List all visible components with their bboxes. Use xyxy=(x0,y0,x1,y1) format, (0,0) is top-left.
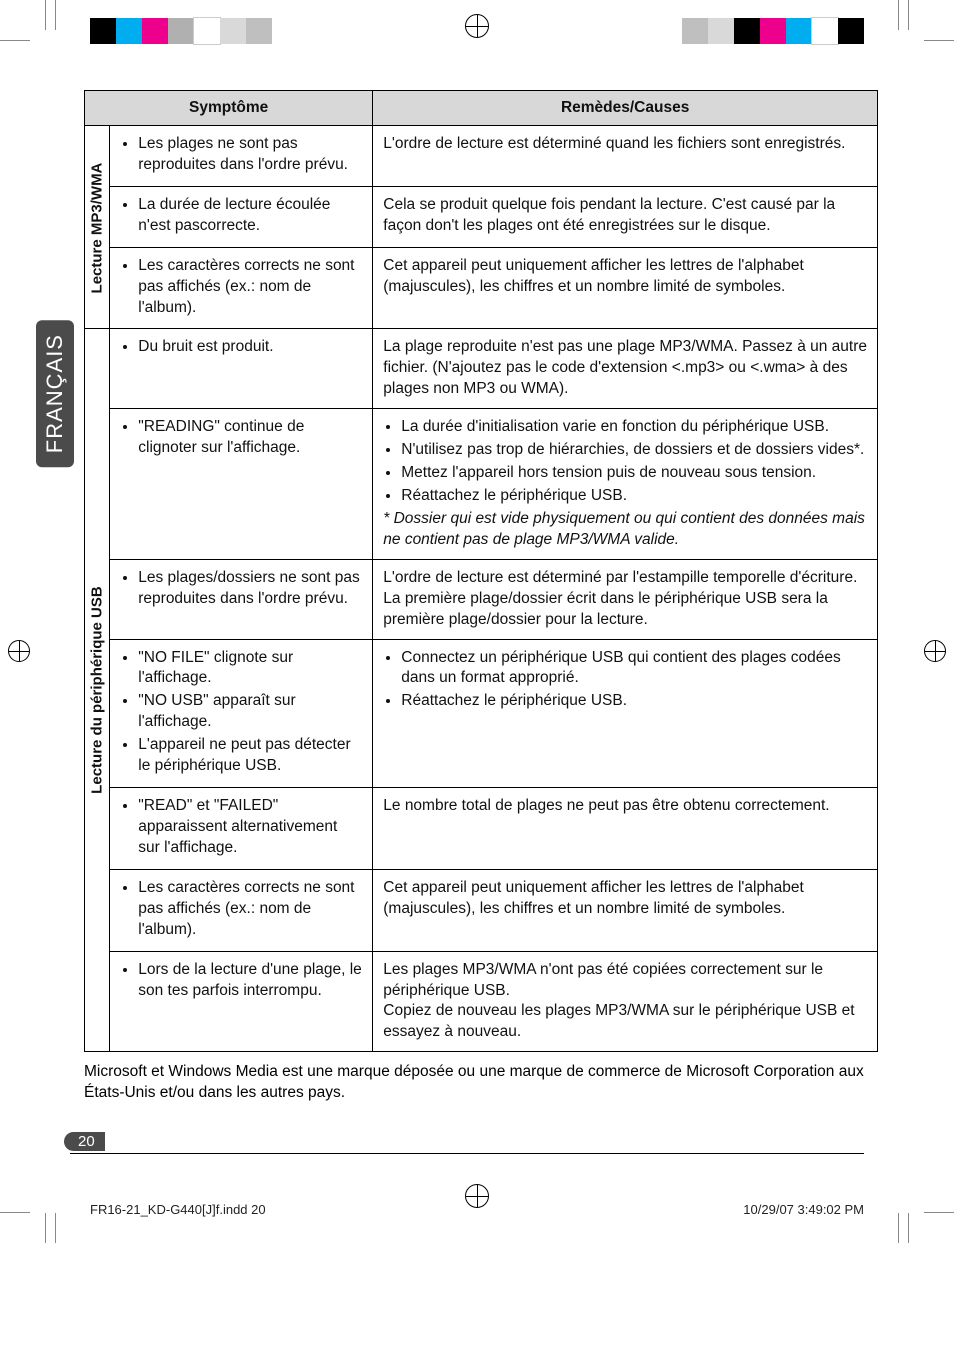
symptom-cell: La durée de lecture écoulée n'est pascor… xyxy=(110,186,373,247)
remedy-cell: Cela se produit quelque fois pendant la … xyxy=(373,186,878,247)
trademark-footnote: Microsoft et Windows Media est une marqu… xyxy=(84,1062,864,1104)
page-number: 20 xyxy=(64,1132,105,1151)
remedy-item: Réattachez le périphérique USB. xyxy=(401,486,867,507)
symptom-text: Les caractères corrects ne sont pas affi… xyxy=(138,256,362,319)
symptom-cell: Lors de la lecture d'une plage, le son t… xyxy=(110,951,373,1052)
symptom-text: Les plages/dossiers ne sont pas reprodui… xyxy=(138,568,362,610)
remedy-cell: La durée d'initialisation varie en fonct… xyxy=(373,409,878,560)
symptom-text: "NO USB" apparaît sur l'affichage. xyxy=(138,691,362,733)
symptom-text: "NO FILE" clignote sur l'affichage. xyxy=(138,648,362,690)
symptom-cell: Les caractères corrects ne sont pas affi… xyxy=(110,869,373,951)
remedy-cell: L'ordre de lecture est déterminé quand l… xyxy=(373,126,878,187)
symptom-text: "READING" continue de clignoter sur l'af… xyxy=(138,417,362,459)
symptom-text: "READ" et "FAILED" apparaissent alternat… xyxy=(138,796,362,859)
remedy-item: Mettez l'appareil hors tension puis de n… xyxy=(401,463,867,484)
remedy-cell: La plage reproduite n'est pas une plage … xyxy=(373,329,878,409)
remedy-cell: Les plages MP3/WMA n'ont pas été copiées… xyxy=(373,951,878,1052)
remedy-note: * Dossier qui est vide physiquement ou q… xyxy=(383,509,867,551)
symptom-text: Les plages ne sont pas reproduites dans … xyxy=(138,134,362,176)
remedy-item: Connectez un périphérique USB qui contie… xyxy=(401,648,867,690)
symptom-text: Du bruit est produit. xyxy=(138,337,362,358)
symptom-cell: Les plages ne sont pas reproduites dans … xyxy=(110,126,373,187)
remedy-item: Réattachez le périphérique USB. xyxy=(401,691,867,712)
header-remedy: Remèdes/Causes xyxy=(373,91,878,126)
troubleshooting-table: Symptôme Remèdes/Causes Lecture MP3/WMA … xyxy=(84,90,878,1052)
crop-marks-bottom xyxy=(0,1163,954,1233)
symptom-cell: Du bruit est produit. xyxy=(110,329,373,409)
symptom-text: Les caractères corrects ne sont pas affi… xyxy=(138,878,362,941)
language-tab: FRANÇAIS xyxy=(36,320,74,467)
symptom-cell: "NO FILE" clignote sur l'affichage. "NO … xyxy=(110,639,373,788)
symptom-cell: "READING" continue de clignoter sur l'af… xyxy=(110,409,373,560)
remedy-item: La durée d'initialisation varie en fonct… xyxy=(401,417,867,438)
footer-rule xyxy=(70,1153,864,1154)
header-symptom: Symptôme xyxy=(85,91,373,126)
symptom-cell: Les plages/dossiers ne sont pas reprodui… xyxy=(110,559,373,639)
section-label-usb: Lecture du périphérique USB xyxy=(85,329,110,1052)
remedy-cell: Le nombre total de plages ne peut pas êt… xyxy=(373,788,878,870)
symptom-text: L'appareil ne peut pas détecter le périp… xyxy=(138,735,362,777)
remedy-cell: L'ordre de lecture est déterminé par l'e… xyxy=(373,559,878,639)
symptom-cell: Les caractères corrects ne sont pas affi… xyxy=(110,247,373,329)
section-label-mp3wma: Lecture MP3/WMA xyxy=(85,126,110,329)
symptom-text: La durée de lecture écoulée n'est pascor… xyxy=(138,195,362,237)
symptom-text: Lors de la lecture d'une plage, le son t… xyxy=(138,960,362,1002)
remedy-item: N'utilisez pas trop de hiérarchies, de d… xyxy=(401,440,867,461)
symptom-cell: "READ" et "FAILED" apparaissent alternat… xyxy=(110,788,373,870)
remedy-cell: Cet appareil peut uniquement afficher le… xyxy=(373,869,878,951)
remedy-cell: Cet appareil peut uniquement afficher le… xyxy=(373,247,878,329)
remedy-cell: Connectez un périphérique USB qui contie… xyxy=(373,639,878,788)
